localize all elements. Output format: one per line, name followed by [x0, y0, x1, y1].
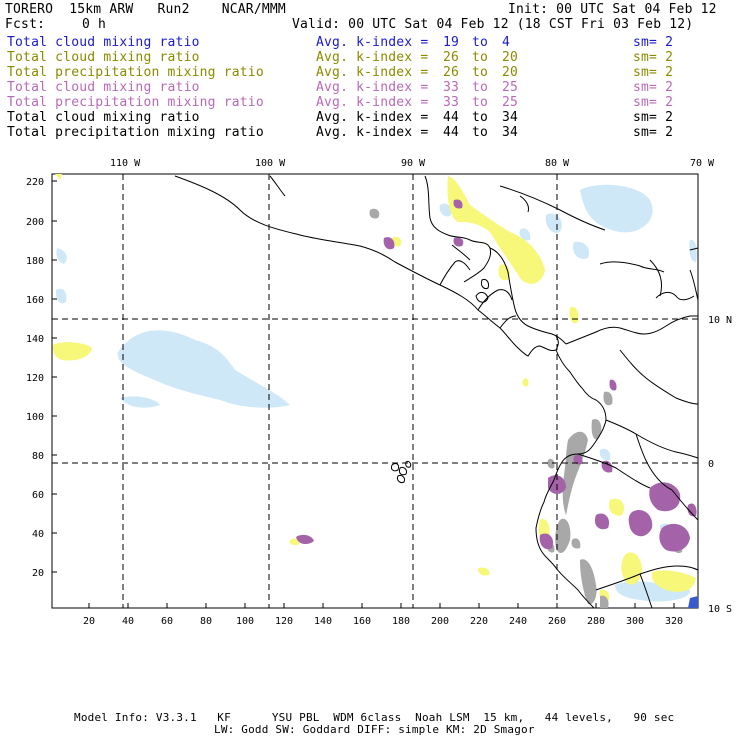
x-tick-label: 140 — [314, 616, 332, 627]
k-index-to: 25 — [502, 80, 519, 95]
k-index-to: 34 — [502, 110, 519, 125]
coastlines-borders — [174, 175, 699, 609]
x-tick-label: 320 — [665, 616, 683, 627]
x-tick-label: 60 — [161, 616, 173, 627]
x-tick-label: 120 — [275, 616, 293, 627]
k-index-from: 33 — [443, 80, 460, 95]
smoothing-value: sm= 2 — [633, 95, 674, 110]
forecast-label: Fcst: — [5, 17, 46, 32]
k-index-to-word: to — [472, 35, 489, 50]
y-tick-label: 200 — [26, 217, 44, 228]
k-index-label: Avg. k-index = — [316, 110, 429, 125]
x-tick-label: 20 — [83, 616, 95, 627]
lon-label-100w: 100 W — [255, 158, 286, 169]
k-index-to-word: to — [472, 110, 489, 125]
lat-label-10n: 10 N — [708, 315, 732, 326]
model-title: TORERO 15km ARW Run2 NCAR/MMM — [5, 2, 286, 17]
k-index-label: Avg. k-index = — [316, 50, 429, 65]
y-tick-label: 20 — [32, 568, 44, 579]
k-index-to-word: to — [472, 80, 489, 95]
lon-label-80w: 80 W — [545, 158, 570, 169]
x-tick-label: 280 — [587, 616, 605, 627]
x-tick-label: 200 — [431, 616, 449, 627]
smoothing-value: sm= 2 — [633, 65, 674, 80]
y-tick-label: 160 — [26, 295, 44, 306]
model-info-line2: LW: Godd SW: Goddard DIFF: simple KM: 2D… — [214, 723, 535, 736]
field-label: Total precipitation mixing ratio — [7, 65, 264, 80]
map-frame — [51, 173, 699, 609]
field-label: Total cloud mixing ratio — [7, 110, 200, 125]
k-index-to: 34 — [502, 125, 519, 140]
x-tick-label: 240 — [509, 616, 527, 627]
k-index-from: 33 — [443, 95, 460, 110]
field-label: Total cloud mixing ratio — [7, 50, 200, 65]
lat-lon-grid — [52, 174, 698, 608]
gray-mixing-ratio-areas — [369, 208, 683, 608]
purple-mixing-ratio-areas — [296, 199, 697, 552]
model-info-line1: Model Info: V3.3.1 KF YSU PBL WDM 6class… — [74, 711, 675, 724]
k-index-to: 4 — [502, 35, 511, 50]
y-tick-label: 180 — [26, 256, 44, 267]
field-label: Total precipitation mixing ratio — [7, 95, 264, 110]
k-index-from: 26 — [443, 50, 460, 65]
cloud-light-blue-areas — [55, 184, 697, 602]
k-index-label: Avg. k-index = — [316, 125, 429, 140]
k-index-to: 20 — [502, 65, 519, 80]
lat-label-10s: 10 S — [708, 604, 732, 615]
x-tick-label: 100 — [236, 616, 254, 627]
smoothing-value: sm= 2 — [633, 110, 674, 125]
y-tick-label: 40 — [32, 529, 44, 540]
valid-time: Valid: 00 UTC Sat 04 Feb 12 (18 CST Fri … — [292, 17, 694, 32]
forecast-hour: 0 h — [82, 17, 107, 32]
lat-label-0: 0 — [708, 459, 714, 470]
x-tick-label: 80 — [200, 616, 212, 627]
smoothing-value: sm= 2 — [633, 35, 674, 50]
field-label: Total precipitation mixing ratio — [7, 125, 264, 140]
lon-label-90w: 90 W — [401, 158, 426, 169]
field-label: Total cloud mixing ratio — [7, 35, 200, 50]
x-tick-label: 300 — [626, 616, 644, 627]
k-index-to: 20 — [502, 50, 519, 65]
y-tick-label: 120 — [26, 373, 44, 384]
init-time: Init: 00 UTC Sat 04 Feb 12 — [508, 2, 717, 17]
smoothing-value: sm= 2 — [633, 50, 674, 65]
x-tick-label: 260 — [548, 616, 566, 627]
y-tick-label: 100 — [26, 412, 44, 423]
field-label: Total cloud mixing ratio — [7, 80, 200, 95]
k-index-label: Avg. k-index = — [316, 65, 429, 80]
smoothing-value: sm= 2 — [633, 80, 674, 95]
k-index-to-word: to — [472, 95, 489, 110]
x-tick-label: 160 — [353, 616, 371, 627]
smoothing-value: sm= 2 — [633, 125, 674, 140]
k-index-from: 44 — [443, 125, 460, 140]
y-tick-label: 60 — [32, 490, 44, 501]
x-tick-label: 220 — [470, 616, 488, 627]
x-tick-label: 180 — [392, 616, 410, 627]
yellow-mixing-ratio-areas — [52, 174, 696, 603]
k-index-to: 25 — [502, 95, 519, 110]
x-tick-label: 40 — [122, 616, 134, 627]
y-tick-label: 80 — [32, 451, 44, 462]
k-index-label: Avg. k-index = — [316, 80, 429, 95]
lon-label-110w: 110 W — [110, 158, 141, 169]
lon-label-70w: 70 W — [690, 158, 715, 169]
blue-mixing-ratio-area — [688, 596, 698, 608]
k-index-label: Avg. k-index = — [316, 95, 429, 110]
k-index-to-word: to — [472, 65, 489, 80]
k-index-from: 26 — [443, 65, 460, 80]
y-tick-label: 140 — [26, 334, 44, 345]
y-tick-label: 220 — [26, 177, 44, 188]
k-index-from: 44 — [443, 110, 460, 125]
k-index-from: 19 — [443, 35, 460, 50]
k-index-label: Avg. k-index = — [316, 35, 429, 50]
k-index-to-word: to — [472, 125, 489, 140]
axis-ticks — [52, 180, 675, 608]
k-index-to-word: to — [472, 50, 489, 65]
